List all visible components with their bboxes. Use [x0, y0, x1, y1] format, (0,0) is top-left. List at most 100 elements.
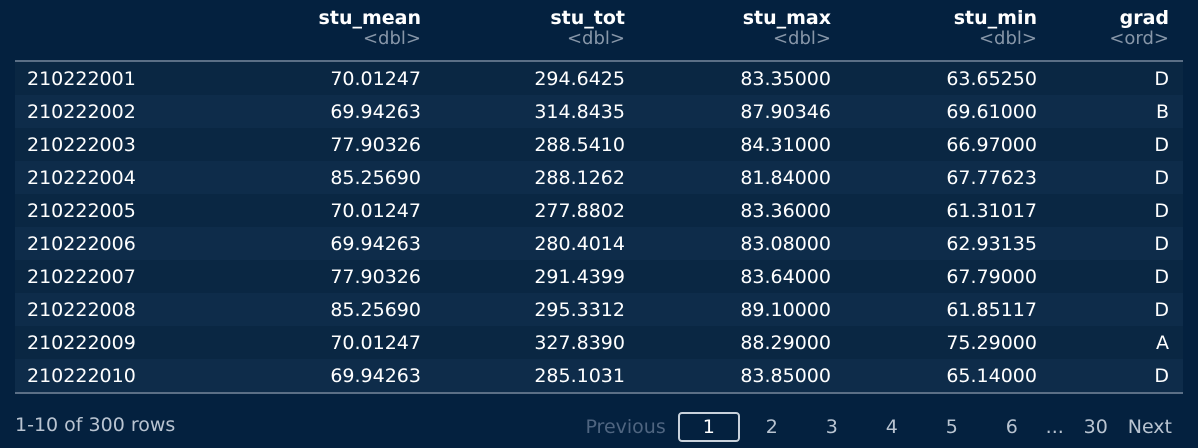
table-cell-rowname: 210222003 — [15, 128, 145, 161]
table-cell: 65.14000 — [845, 359, 1051, 394]
table-cell: D — [1051, 359, 1183, 394]
table-row: 210222005 70.01247 277.8802 83.36000 61.… — [15, 194, 1183, 227]
page-button-4[interactable]: 4 — [885, 416, 898, 438]
table-cell: 295.3312 — [435, 293, 639, 326]
table-cell: 83.36000 — [639, 194, 845, 227]
column-header-stu-max[interactable]: stu_max <dbl> — [639, 7, 845, 62]
table-cell: 77.90326 — [145, 128, 435, 161]
table-cell: 285.1031 — [435, 359, 639, 394]
column-type: <dbl> — [362, 28, 421, 49]
table-cell: 87.90346 — [639, 95, 845, 128]
table-cell: 85.25690 — [145, 161, 435, 194]
table-cell: 83.35000 — [639, 61, 845, 95]
table-cell: B — [1051, 95, 1183, 128]
column-type: <dbl> — [978, 28, 1037, 49]
page-button-30[interactable]: 30 — [1083, 416, 1108, 438]
previous-page-button[interactable]: Previous — [585, 416, 666, 438]
page-button-2[interactable]: 2 — [765, 416, 778, 438]
header-row: stu_mean <dbl> stu_tot <dbl> stu_max <db… — [15, 7, 1183, 62]
pagination: Previous 1 2 3 4 5 6 ... 30 Next — [585, 412, 1172, 442]
table-cell: 69.94263 — [145, 95, 435, 128]
table-cell-rowname: 210222009 — [15, 326, 145, 359]
table-cell: 85.25690 — [145, 293, 435, 326]
column-header-grad[interactable]: grad <ord> — [1051, 7, 1183, 62]
column-header-stu-min[interactable]: stu_min <dbl> — [845, 7, 1051, 62]
table-row: 210222004 85.25690 288.1262 81.84000 67.… — [15, 161, 1183, 194]
table-row: 210222001 70.01247 294.6425 83.35000 63.… — [15, 61, 1183, 95]
table-cell: 70.01247 — [145, 194, 435, 227]
next-page-button[interactable]: Next — [1127, 416, 1172, 438]
table-cell: 62.93135 — [845, 227, 1051, 260]
page-button-3[interactable]: 3 — [825, 416, 838, 438]
page-button-5[interactable]: 5 — [945, 416, 958, 438]
column-name: stu_min — [953, 7, 1037, 29]
table-cell-rowname: 210222004 — [15, 161, 145, 194]
table-cell-rowname: 210222010 — [15, 359, 145, 394]
table-cell: 291.4399 — [435, 260, 639, 293]
table-cell: 88.29000 — [639, 326, 845, 359]
table-cell: A — [1051, 326, 1183, 359]
table-cell: D — [1051, 128, 1183, 161]
table-cell: 81.84000 — [639, 161, 845, 194]
column-name: grad — [1119, 7, 1169, 29]
table-cell: 84.31000 — [639, 128, 845, 161]
column-type: <ord> — [1109, 28, 1169, 49]
table-cell: 288.5410 — [435, 128, 639, 161]
table-row: 210222007 77.90326 291.4399 83.64000 67.… — [15, 260, 1183, 293]
table-cell-rowname: 210222008 — [15, 293, 145, 326]
page-button-1[interactable]: 1 — [677, 412, 740, 442]
table-cell: 69.94263 — [145, 227, 435, 260]
table-cell: 83.64000 — [639, 260, 845, 293]
column-header-stu-mean[interactable]: stu_mean <dbl> — [145, 7, 435, 62]
table-cell: 77.90326 — [145, 260, 435, 293]
table-cell: 69.61000 — [845, 95, 1051, 128]
table-cell: D — [1051, 161, 1183, 194]
row-count-info: 1-10 of 300 rows — [15, 414, 176, 436]
table-cell-rowname: 210222001 — [15, 61, 145, 95]
table-cell: 63.65250 — [845, 61, 1051, 95]
table-cell: D — [1051, 61, 1183, 95]
table-row: 210222006 69.94263 280.4014 83.08000 62.… — [15, 227, 1183, 260]
table-cell: 288.1262 — [435, 161, 639, 194]
table-cell-rowname: 210222002 — [15, 95, 145, 128]
table-cell: 67.77623 — [845, 161, 1051, 194]
data-table: stu_mean <dbl> stu_tot <dbl> stu_max <db… — [15, 8, 1183, 394]
table-cell-rowname: 210222007 — [15, 260, 145, 293]
table-cell-rowname: 210222006 — [15, 227, 145, 260]
table-cell: D — [1051, 293, 1183, 326]
page-button-6[interactable]: 6 — [1005, 416, 1018, 438]
table-cell: 327.8390 — [435, 326, 639, 359]
table-cell: 89.10000 — [639, 293, 845, 326]
table-cell-rowname: 210222005 — [15, 194, 145, 227]
table-cell: 70.01247 — [145, 61, 435, 95]
column-name: stu_max — [742, 7, 831, 29]
column-name: stu_mean — [318, 7, 421, 29]
table-cell: 280.4014 — [435, 227, 639, 260]
column-header-stu-tot[interactable]: stu_tot <dbl> — [435, 7, 639, 62]
table-cell: 75.29000 — [845, 326, 1051, 359]
table-cell: D — [1051, 260, 1183, 293]
table-cell: 67.79000 — [845, 260, 1051, 293]
table-cell: 294.6425 — [435, 61, 639, 95]
table-cell: 83.85000 — [639, 359, 845, 394]
table-cell: 83.08000 — [639, 227, 845, 260]
table-cell: 69.94263 — [145, 359, 435, 394]
table-cell: D — [1051, 194, 1183, 227]
column-name: stu_tot — [550, 7, 625, 29]
page-ellipsis: ... — [1045, 416, 1064, 438]
table-cell: 314.8435 — [435, 95, 639, 128]
table-cell: 66.97000 — [845, 128, 1051, 161]
table-row: 210222008 85.25690 295.3312 89.10000 61.… — [15, 293, 1183, 326]
table-cell: 70.01247 — [145, 326, 435, 359]
table-row: 210222002 69.94263 314.8435 87.90346 69.… — [15, 95, 1183, 128]
table-cell: D — [1051, 227, 1183, 260]
column-header-rowname — [15, 8, 145, 62]
table-cell: 61.85117 — [845, 293, 1051, 326]
table-row: 210222009 70.01247 327.8390 88.29000 75.… — [15, 326, 1183, 359]
column-type: <dbl> — [772, 28, 831, 49]
column-type: <dbl> — [566, 28, 625, 49]
table-row: 210222010 69.94263 285.1031 83.85000 65.… — [15, 359, 1183, 394]
table-cell: 277.8802 — [435, 194, 639, 227]
table-cell: 61.31017 — [845, 194, 1051, 227]
